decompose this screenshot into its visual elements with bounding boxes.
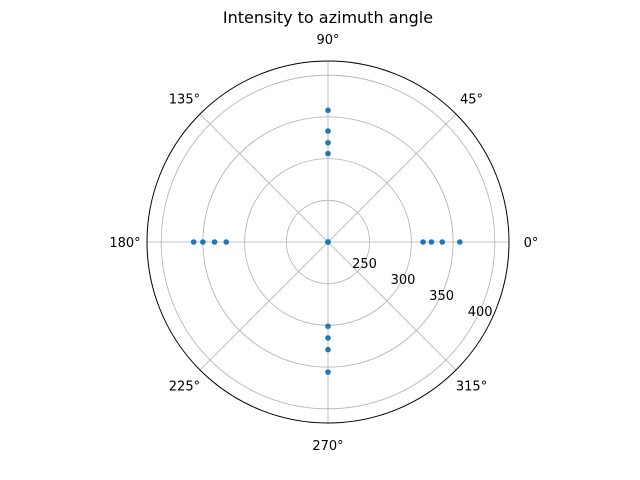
data-point: [325, 150, 331, 157]
polar-frame: [146, 60, 510, 424]
data-point: [420, 239, 426, 245]
data-point: [211, 239, 218, 245]
theta-gridline: [327, 241, 457, 371]
theta-tick-label: 225°: [169, 380, 200, 395]
data-point: [439, 239, 446, 245]
r-tick-labels: 250 300 350 400: [352, 257, 492, 320]
theta-gridline: [199, 113, 329, 243]
theta-tick-label: 90°: [316, 33, 339, 48]
theta-tick-label: 315°: [456, 380, 487, 395]
data-point: [223, 239, 230, 245]
radial-gridlines: [160, 74, 496, 410]
data-point: [325, 323, 331, 330]
theta-tick-label: 135°: [169, 92, 200, 107]
data-point: [325, 239, 331, 245]
theta-tick-labels: 0° 45° 90° 135° 180° 225° 270° 315°: [109, 33, 538, 454]
data-point: [325, 107, 331, 114]
r-tick-label: 400: [468, 305, 493, 320]
r-gridline: [285, 199, 371, 285]
r-tick-label: 300: [391, 273, 416, 288]
data-point: [325, 139, 331, 146]
theta-tick-label: 270°: [312, 439, 343, 454]
data-point: [325, 128, 331, 134]
data-point: [428, 239, 435, 245]
r-tick-label: 250: [352, 257, 377, 272]
r-tick-label: 350: [429, 289, 454, 304]
theta-tick-label: 45°: [460, 92, 483, 107]
data-point: [325, 346, 331, 353]
r-gridline: [160, 74, 496, 410]
data-point: [456, 239, 463, 245]
data-point: [190, 239, 197, 245]
data-point: [325, 335, 331, 341]
chart-title: Intensity to azimuth angle: [223, 8, 433, 27]
theta-gridline: [199, 241, 329, 371]
theta-gridline: [327, 113, 457, 243]
data-points: [190, 107, 463, 375]
data-point: [325, 369, 331, 375]
data-point: [200, 239, 206, 245]
theta-tick-label: 180°: [109, 236, 140, 251]
theta-tick-label: 0°: [524, 236, 539, 251]
